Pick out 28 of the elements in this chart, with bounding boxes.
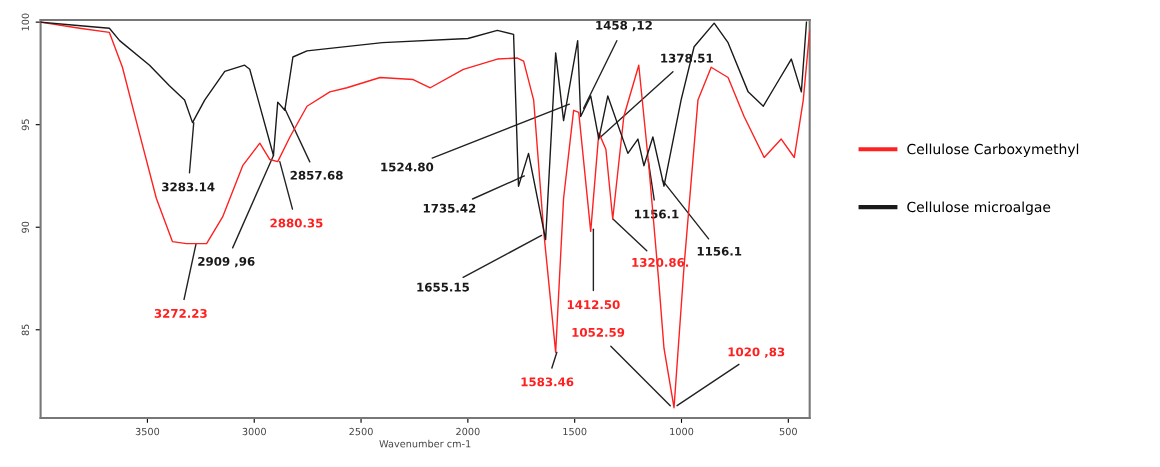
y-tick-label: 85	[21, 324, 29, 336]
annotation: 1655.15	[417, 282, 469, 292]
x-tick-label: 500	[779, 427, 797, 436]
annotation: 3283.14	[162, 182, 215, 192]
x-axis-title: Wavenumber cm-1	[379, 439, 471, 448]
annotation: 1458 ,12	[596, 20, 652, 32]
x-tick-label: 1000	[670, 427, 694, 436]
annotation: 1412.50	[567, 300, 620, 310]
x-tick-label: 3500	[135, 427, 160, 436]
x-tick-label: 2500	[349, 427, 373, 436]
annotation: 1156.1	[697, 246, 742, 256]
legend-label: Cellulose Carboxymethyl	[907, 143, 1079, 158]
annotation: 1020 ,83	[728, 347, 785, 358]
x-tick-label: 1500	[563, 427, 587, 436]
x-tick-label: 3000	[242, 427, 266, 436]
annotation: 2880.35	[270, 218, 323, 228]
annotation: 1735.42	[423, 203, 476, 213]
annotation: 3272.23	[154, 308, 207, 318]
annotation: 2909 ,96	[198, 256, 255, 268]
annotation: 1052.59	[572, 327, 625, 337]
x-tick-label: 2000	[456, 427, 480, 436]
annotation: 1583.46	[521, 377, 574, 387]
annotation: 2857.68	[290, 170, 343, 180]
y-tick-label: 90	[21, 221, 29, 233]
y-tick-label: 95	[21, 119, 29, 131]
legend-label: Cellulose microalgae	[907, 201, 1051, 215]
annotation: 1524.80	[381, 162, 434, 172]
y-tick-label: 100	[21, 13, 29, 31]
